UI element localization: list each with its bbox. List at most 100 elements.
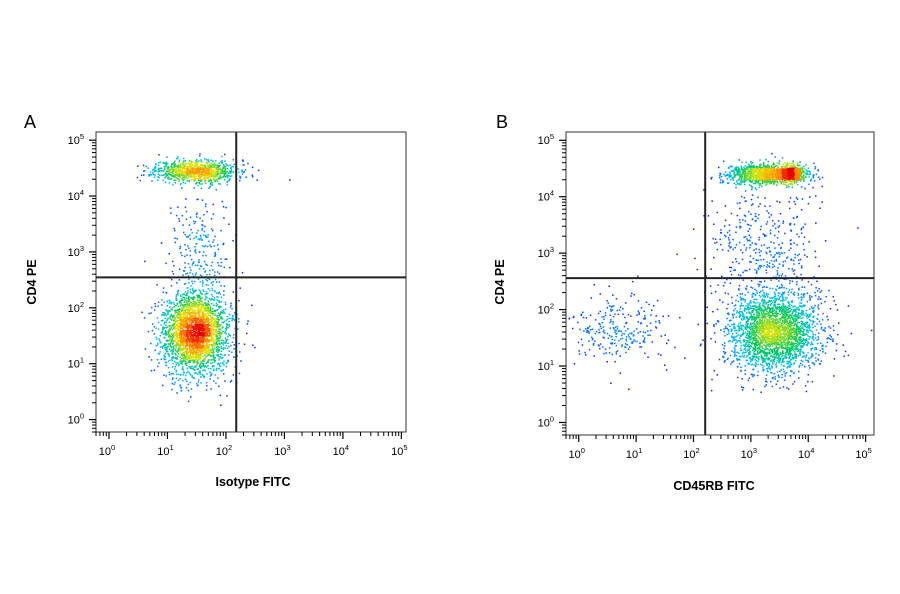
event-dot <box>190 341 193 343</box>
event-dot <box>614 326 617 328</box>
event-dot <box>592 342 595 345</box>
event-dot <box>182 274 184 276</box>
event-dot <box>177 334 180 337</box>
event-dot <box>762 367 764 369</box>
event-dot <box>165 350 168 353</box>
event-dot <box>171 353 173 355</box>
event-dot <box>193 280 196 283</box>
event-dot <box>185 177 187 179</box>
event-dot <box>206 296 208 299</box>
event-dot <box>167 173 169 176</box>
event-dot <box>175 176 178 179</box>
event-dot <box>204 331 207 333</box>
event-dot <box>171 163 173 165</box>
event-dot <box>193 175 196 177</box>
event-dot <box>766 261 768 263</box>
event-dot <box>193 296 195 298</box>
event-dot <box>765 384 767 386</box>
event-dot <box>649 334 651 336</box>
event-dot <box>182 270 185 272</box>
event-dot <box>215 173 217 176</box>
event-dot <box>724 205 727 207</box>
event-dot <box>218 367 220 370</box>
event-dot <box>207 347 209 349</box>
event-dot <box>741 251 744 254</box>
panel-b-points <box>568 152 873 393</box>
event-dot <box>231 341 234 343</box>
event-dot <box>619 372 622 374</box>
event-dot <box>184 347 187 349</box>
event-dot <box>192 290 195 292</box>
event-dot <box>168 331 170 333</box>
event-dot <box>189 346 191 348</box>
event-dot <box>606 332 609 335</box>
event-dot <box>793 380 796 383</box>
event-dot <box>610 382 612 384</box>
event-dot <box>192 292 194 295</box>
event-dot <box>162 345 165 347</box>
event-dot <box>194 353 197 356</box>
event-dot <box>156 344 159 346</box>
event-dot <box>822 350 824 353</box>
event-dot <box>191 351 193 354</box>
event-dot <box>182 374 185 376</box>
event-dot <box>219 313 222 315</box>
event-dot <box>161 347 164 349</box>
event-dot <box>175 335 178 337</box>
event-dot <box>256 179 258 181</box>
event-dot <box>212 284 214 286</box>
event-dot <box>176 316 178 319</box>
event-dot <box>181 298 183 300</box>
event-dot <box>658 322 661 324</box>
event-dot <box>774 223 776 225</box>
event-dot <box>241 271 244 274</box>
event-dot <box>223 290 225 292</box>
event-dot <box>218 350 221 352</box>
event-dot <box>198 289 201 291</box>
panel-a-quadrant-gates <box>96 132 406 432</box>
event-dot <box>185 210 188 213</box>
event-dot <box>821 319 824 321</box>
event-dot <box>203 176 206 178</box>
event-dot <box>182 352 184 354</box>
event-dot <box>758 285 760 287</box>
event-dot <box>229 178 231 181</box>
event-dot <box>180 374 182 376</box>
event-dot <box>745 305 747 307</box>
event-dot <box>214 253 217 256</box>
event-dot <box>192 362 195 364</box>
event-dot <box>773 242 775 244</box>
event-dot <box>621 334 623 337</box>
event-dot <box>584 351 586 354</box>
event-dot <box>206 348 208 351</box>
event-dot <box>796 216 798 219</box>
event-dot <box>729 234 731 236</box>
event-dot <box>164 361 167 364</box>
event-dot <box>157 173 160 175</box>
event-dot <box>224 167 226 169</box>
event-dot <box>175 298 177 300</box>
event-dot <box>199 348 201 350</box>
event-dot <box>195 178 197 181</box>
event-dot <box>182 369 185 371</box>
event-dot <box>204 164 206 167</box>
event-dot <box>157 301 160 303</box>
event-dot <box>217 339 219 342</box>
event-dot <box>743 299 745 301</box>
event-dot <box>205 303 208 305</box>
event-dot <box>206 174 208 177</box>
event-dot <box>754 288 756 291</box>
event-dot <box>758 236 761 239</box>
event-dot <box>179 314 182 317</box>
event-dot <box>187 172 190 175</box>
event-dot <box>155 327 157 329</box>
event-dot <box>232 374 235 376</box>
event-dot <box>225 362 228 365</box>
event-dot <box>201 283 204 285</box>
event-dot <box>181 318 184 320</box>
event-dot <box>749 239 751 242</box>
event-dot <box>189 172 192 175</box>
event-dot <box>214 179 217 181</box>
event-dot <box>757 370 759 373</box>
event-dot <box>180 172 183 174</box>
